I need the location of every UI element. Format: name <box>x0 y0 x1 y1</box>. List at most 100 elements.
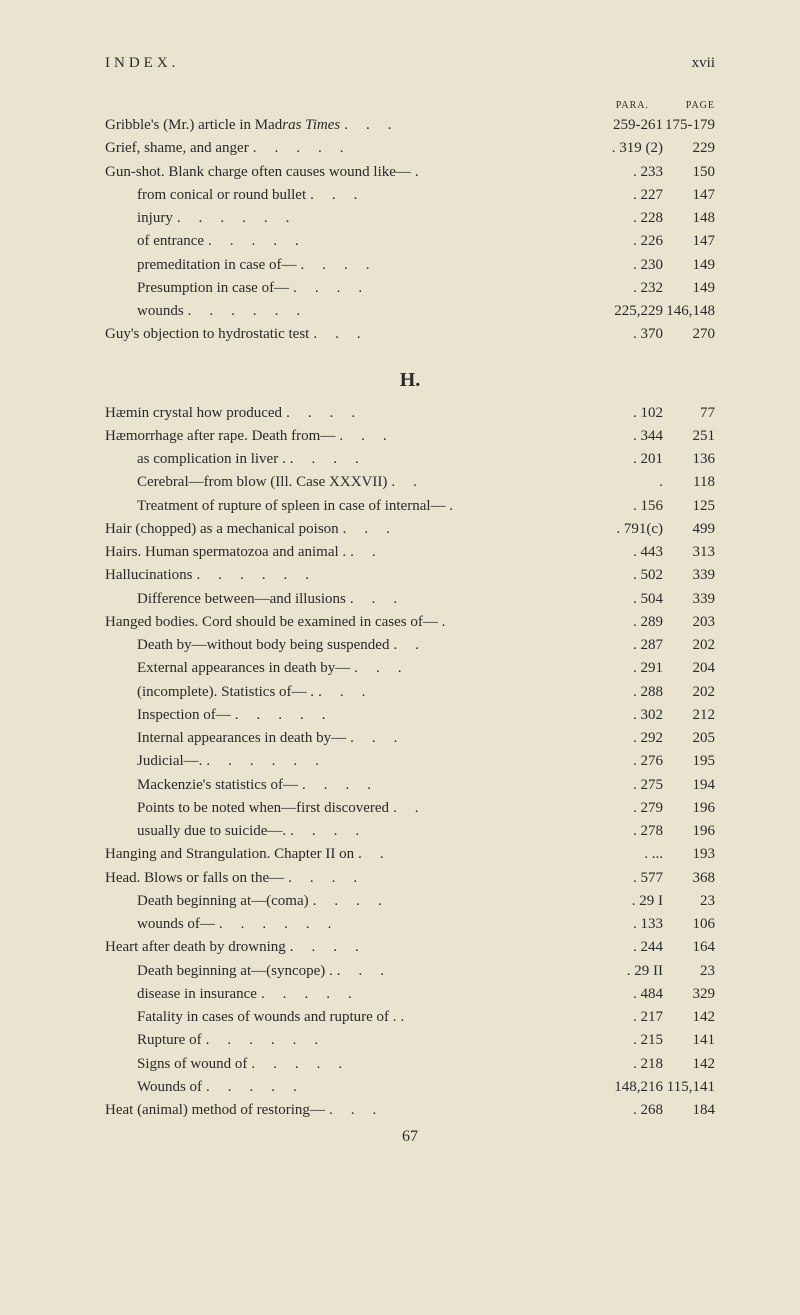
leader-dots: ... <box>354 657 578 680</box>
entry-text: Hair (chopped) as a mechanical poison <box>105 518 339 541</box>
entry-para: . 215 <box>578 1029 663 1052</box>
entry-para: . 287 <box>578 634 663 657</box>
section-header-h: H. <box>105 369 715 392</box>
entry-text: Wounds of <box>137 1076 202 1099</box>
entry-para: . 228 <box>578 207 663 230</box>
leader-dots: .... <box>286 402 578 425</box>
index-entry: External appearances in death by—.... 29… <box>105 657 715 680</box>
index-entry: (incomplete). Statistics of— ..... 28820… <box>105 681 715 704</box>
entry-para: . 504 <box>578 588 663 611</box>
entry-text: Death beginning at—(coma) <box>137 890 309 913</box>
entry-para: . 344 <box>578 425 663 448</box>
leader-dots: ... <box>350 588 578 611</box>
entry-para: . 226 <box>578 230 663 253</box>
index-entry: premeditation in case of—..... 230149 <box>105 254 715 277</box>
entry-page: 339 <box>663 564 715 587</box>
entry-text: Heart after death by drowning <box>105 936 286 959</box>
entry-para: . 232 <box>578 277 663 300</box>
leader-dots: ... <box>343 518 578 541</box>
entry-text: External appearances in death by— <box>137 657 350 680</box>
entry-page: 175-179 <box>663 114 715 137</box>
entry-text: Hanged bodies. Cord should be examined i… <box>105 611 445 634</box>
page-footer-number: 67 <box>105 1128 715 1146</box>
entry-page: 196 <box>663 820 715 843</box>
entry-page: 313 <box>663 541 715 564</box>
leader-dots: ... <box>350 727 578 750</box>
leader-dots: . <box>415 161 578 184</box>
entry-text: Gun-shot. Blank charge often causes woun… <box>105 161 411 184</box>
leader-dots: .. <box>350 541 578 564</box>
entry-text: from conical or round bullet <box>137 184 306 207</box>
entry-para: . 156 <box>578 495 663 518</box>
entry-page: 202 <box>663 634 715 657</box>
index-entry: Death beginning at—(syncope) ..... 29 II… <box>105 960 715 983</box>
index-entry: Death by—without body being suspended...… <box>105 634 715 657</box>
col-header-para: PARA. <box>589 100 649 111</box>
entry-page: 204 <box>663 657 715 680</box>
entry-text: Death beginning at—(syncope) . <box>137 960 333 983</box>
index-entry: Hanged bodies. Cord should be examined i… <box>105 611 715 634</box>
entry-page: 149 <box>663 277 715 300</box>
column-headers: PARA. PAGE <box>105 100 715 111</box>
index-entry: Hæmin crystal how produced..... 10277 <box>105 402 715 425</box>
entry-text: Death by—without body being suspended <box>137 634 389 657</box>
index-entry: Presumption in case of—..... 232149 <box>105 277 715 300</box>
entry-page: 203 <box>663 611 715 634</box>
entry-page: 193 <box>663 843 715 866</box>
index-entries-g: Gribble's (Mr.) article in Madras Times.… <box>105 114 715 347</box>
leader-dots: ... <box>329 1099 578 1122</box>
entry-page: 499 <box>663 518 715 541</box>
index-entry: Mackenzie's statistics of—..... 275194 <box>105 774 715 797</box>
index-entry: disease in insurance...... 484329 <box>105 983 715 1006</box>
index-entry: Guy's objection to hydrostatic test.... … <box>105 323 715 346</box>
entry-para: . ... <box>578 843 663 866</box>
index-entry: of entrance...... 226147 <box>105 230 715 253</box>
entry-text: Gribble's (Mr.) article in Madras Times <box>105 114 340 137</box>
entry-page: 184 <box>663 1099 715 1122</box>
entry-page: 251 <box>663 425 715 448</box>
header-index-label: INDEX. <box>105 55 179 72</box>
entry-text: Inspection of— <box>137 704 231 727</box>
index-entry: as complication in liver ...... 201136 <box>105 448 715 471</box>
entry-para: . 201 <box>578 448 663 471</box>
entry-para: . 233 <box>578 161 663 184</box>
entry-page: 205 <box>663 727 715 750</box>
entry-para: . 288 <box>578 681 663 704</box>
entry-para: . 292 <box>578 727 663 750</box>
entry-page: 147 <box>663 230 715 253</box>
entry-para: 148,216 <box>578 1076 663 1099</box>
entry-page: 270 <box>663 323 715 346</box>
entry-text: Hanging and Strangulation. Chapter II on <box>105 843 354 866</box>
leader-dots: ... <box>313 323 578 346</box>
entry-page: 150 <box>663 161 715 184</box>
entry-text: disease in insurance <box>137 983 257 1006</box>
entry-para: . 577 <box>578 867 663 890</box>
leader-dots: ...... <box>188 300 578 323</box>
entry-text: Cerebral—from blow (Ill. Case XXXVII) <box>137 471 387 494</box>
entry-text: Grief, shame, and anger <box>105 137 249 160</box>
index-entry: wounds......225,229146,148 <box>105 300 715 323</box>
entry-para: . 268 <box>578 1099 663 1122</box>
entry-para: . 227 <box>578 184 663 207</box>
entry-page: 164 <box>663 936 715 959</box>
leader-dots: .. <box>393 634 578 657</box>
entry-para: 259-261 <box>578 114 663 137</box>
entry-text: Difference between—and illusions <box>137 588 346 611</box>
entry-text: usually due to suicide—. <box>137 820 286 843</box>
entry-page: 146,148 <box>663 300 715 323</box>
entry-para: . 502 <box>578 564 663 587</box>
index-entry: Internal appearances in death by—.... 29… <box>105 727 715 750</box>
index-entry: Hallucinations....... 502339 <box>105 564 715 587</box>
entry-text: wounds <box>137 300 184 323</box>
entry-text: Signs of wound of <box>137 1053 247 1076</box>
index-entry: Gun-shot. Blank charge often causes woun… <box>105 161 715 184</box>
index-entry: Hanging and Strangulation. Chapter II on… <box>105 843 715 866</box>
entry-text: Guy's objection to hydrostatic test <box>105 323 309 346</box>
entry-text: Hæmin crystal how produced <box>105 402 282 425</box>
entry-para: . 133 <box>578 913 663 936</box>
index-entry: Grief, shame, and anger...... 319 (2)229 <box>105 137 715 160</box>
entry-para: . 291 <box>578 657 663 680</box>
leader-dots: ...... <box>219 913 578 936</box>
entry-para: . 230 <box>578 254 663 277</box>
leader-dots: .. <box>393 797 578 820</box>
